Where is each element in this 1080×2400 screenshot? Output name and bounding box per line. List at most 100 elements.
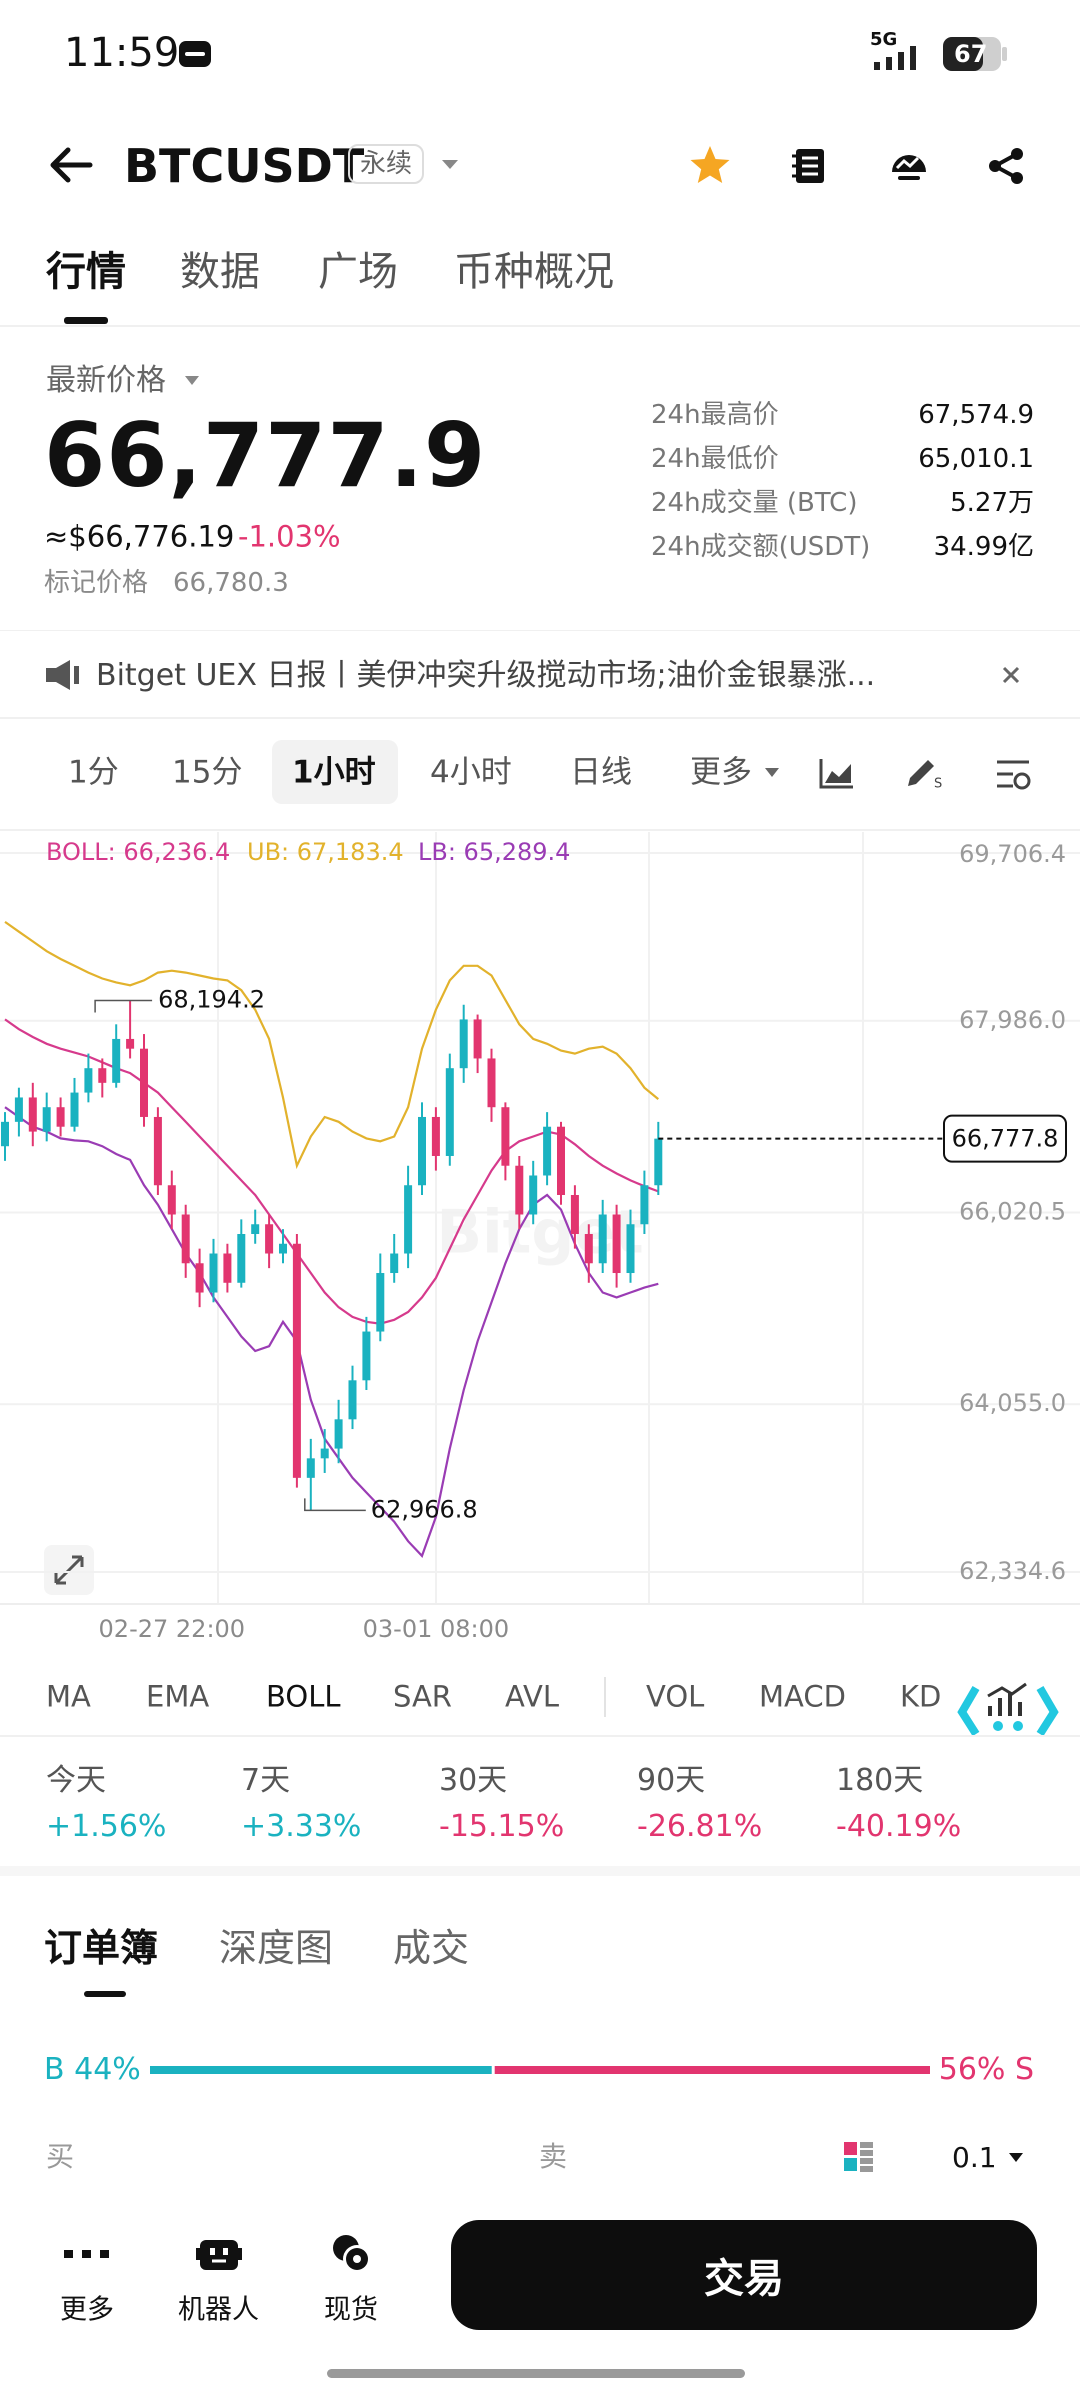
interval[interactable]: 1分 [68, 754, 119, 791]
mark-price: 66,780.3 [173, 568, 289, 598]
interval[interactable]: 1小时 [292, 754, 376, 791]
candle-body [251, 1224, 260, 1235]
indicator[interactable]: VOL [646, 1679, 705, 1714]
layout-toggle[interactable] [844, 2142, 874, 2172]
interval[interactable]: 4小时 [430, 754, 512, 791]
indicator[interactable]: MA [46, 1679, 91, 1714]
announcement-text[interactable]: Bitget UEX 日报丨美伊冲突升级搅动市场;油价金银暴涨... [96, 658, 876, 693]
stat-label: 24h最高价 [651, 400, 779, 430]
indicator-legend: LB: 65,289.4 [418, 838, 570, 866]
candle-body [14, 1097, 23, 1122]
trade-button[interactable]: 交易 [451, 2220, 1037, 2330]
tab-indicator [64, 317, 108, 324]
candle-body [292, 1243, 301, 1478]
candle-body [584, 1234, 593, 1264]
period-change: -26.81% [637, 1809, 763, 1844]
interval[interactable]: 日线 [570, 754, 632, 791]
spot-icon[interactable] [330, 2232, 374, 2276]
status-time: 11:59 [64, 30, 180, 76]
watermark: Bitget [436, 1198, 643, 1268]
book-tab[interactable]: 成交 [393, 1926, 470, 1970]
candlestick-chart: Bitget 69,706.4 67,986.0 66,020.5 64,055.0 6… [0, 832, 1080, 1643]
svg-text:S: S [934, 777, 942, 792]
indicator[interactable]: MACD [759, 1679, 846, 1714]
battery-level: 67 [954, 40, 988, 68]
nav-label[interactable]: 更多 [60, 2294, 114, 2326]
battery-icon [943, 37, 1007, 71]
candle-body [654, 1138, 663, 1186]
candle-body [501, 1107, 510, 1166]
y-tick-label: 64,055.0 [959, 1389, 1066, 1417]
indicator[interactable]: EMA [146, 1679, 210, 1714]
candle-body [348, 1380, 357, 1420]
x-tick-label: 02-27 22:00 [99, 1615, 246, 1643]
more-icon[interactable] [62, 2242, 112, 2266]
stat-label: 24h最低价 [651, 444, 779, 474]
candle-body [306, 1458, 315, 1478]
period-change: -15.15% [439, 1809, 565, 1844]
candle-body [431, 1116, 440, 1156]
stat-value: 34.99亿 [933, 532, 1034, 562]
candle-body [473, 1019, 482, 1059]
candle-body [529, 1175, 538, 1215]
candle-body [543, 1126, 552, 1176]
book-tab[interactable]: 深度图 [219, 1926, 334, 1970]
stat-value: 5.27万 [950, 488, 1034, 518]
nav-label[interactable]: 现货 [324, 2294, 378, 2326]
more-dropdown[interactable] [764, 767, 780, 779]
last-price: 66,777.9 [44, 404, 487, 507]
candle-body [418, 1116, 426, 1186]
interval[interactable]: 15分 [172, 754, 243, 791]
candle-body [404, 1185, 413, 1254]
alert-icon[interactable] [888, 146, 930, 186]
nav-label[interactable]: 机器人 [178, 2294, 259, 2326]
divider [0, 829, 1080, 831]
home-indicator [327, 2369, 745, 2378]
indicator-line [4, 1106, 659, 1558]
candle-body [320, 1448, 329, 1459]
settings-icon[interactable] [994, 756, 1032, 792]
indicator[interactable]: SAR [393, 1679, 452, 1714]
tab[interactable]: 广场 [318, 249, 398, 295]
contract-badge: 永续 [348, 144, 425, 184]
status-app-icon [179, 41, 211, 67]
price-dropdown[interactable] [184, 375, 200, 387]
sell-column: 卖 [539, 2140, 568, 2173]
stat-value: 67,574.9 [918, 400, 1034, 430]
draw-icon[interactable]: S [904, 756, 944, 792]
favorite-star[interactable] [688, 144, 732, 186]
candle-body [42, 1107, 51, 1132]
interval-selected-bg [272, 740, 398, 804]
indicator[interactable]: BOLL [266, 1679, 341, 1714]
book-tab[interactable]: 订单簿 [44, 1926, 159, 1970]
indicator[interactable]: KD [900, 1679, 942, 1714]
bot-icon[interactable] [196, 2234, 242, 2274]
chart-type-icon[interactable] [818, 756, 856, 790]
indicator[interactable]: AVL [505, 1679, 559, 1714]
tab[interactable]: 行情 [46, 249, 126, 295]
low-label: 62,966.8 [371, 1495, 478, 1523]
symbol-dropdown[interactable] [440, 158, 460, 172]
tab[interactable]: 币种概况 [454, 249, 614, 295]
candle-body [70, 1092, 79, 1127]
candle-body [181, 1214, 190, 1264]
stat-label: 24h成交额(USDT) [651, 532, 871, 562]
tab[interactable]: 数据 [180, 249, 260, 295]
sell-ratio-label: 56% S [938, 2052, 1034, 2087]
precision-dropdown[interactable] [1008, 2152, 1024, 2164]
symbol[interactable]: BTCUSDT [124, 139, 365, 193]
precision[interactable]: 0.1 [952, 2141, 997, 2174]
period-label: 90天 [637, 1763, 706, 1798]
back-button[interactable] [48, 145, 94, 185]
floating-assistant[interactable] [954, 1676, 1062, 1746]
candle-body [598, 1214, 607, 1264]
interval[interactable]: 更多 [690, 754, 752, 791]
stat-label: 24h成交量 (BTC) [651, 488, 858, 518]
share-icon[interactable] [986, 146, 1026, 186]
candle-body [390, 1253, 399, 1274]
candle-body [56, 1107, 65, 1127]
price-label: 最新价格 [46, 363, 166, 398]
close-announcement[interactable] [1001, 665, 1021, 685]
expand-button[interactable] [44, 1545, 94, 1595]
orders-icon[interactable] [790, 146, 830, 186]
